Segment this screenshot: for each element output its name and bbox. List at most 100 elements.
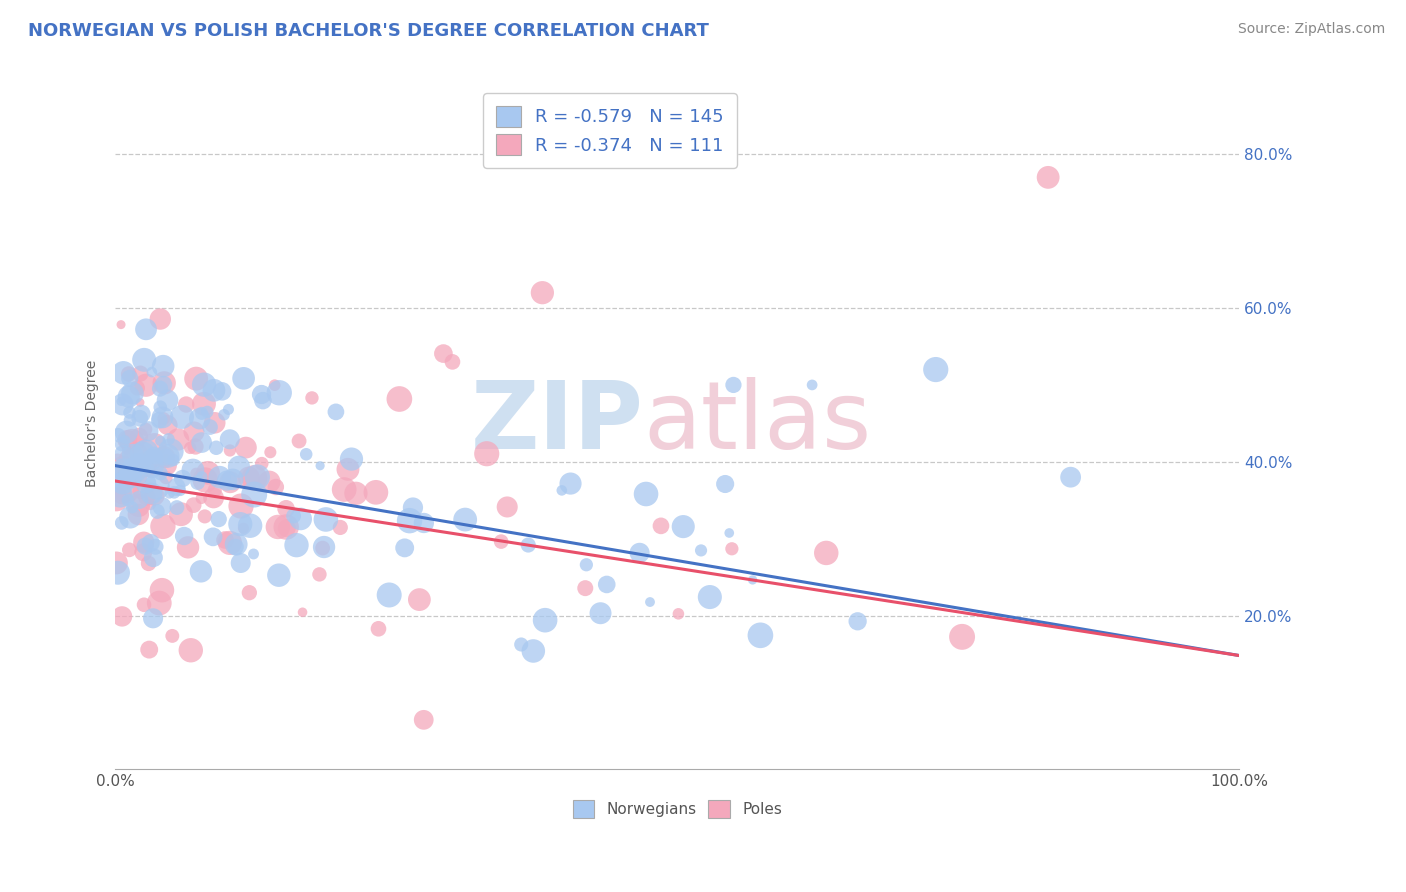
Point	[398, 514, 420, 528]
Point	[138, 462, 160, 476]
Point	[118, 542, 141, 557]
Point	[135, 378, 157, 392]
Point	[309, 458, 332, 473]
Point	[111, 609, 134, 624]
Point	[112, 448, 135, 462]
Point	[156, 449, 179, 463]
Point	[489, 534, 512, 549]
Point	[344, 486, 367, 500]
Point	[204, 416, 226, 430]
Point	[166, 480, 188, 494]
Point	[252, 393, 274, 408]
Point	[250, 387, 273, 401]
Point	[329, 520, 352, 534]
Point	[531, 285, 554, 300]
Point	[225, 540, 247, 554]
Point	[190, 406, 212, 420]
Point	[718, 526, 741, 541]
Point	[162, 453, 184, 467]
Point	[276, 520, 298, 534]
Point	[232, 371, 254, 385]
Point	[315, 512, 337, 526]
Point	[290, 512, 312, 526]
Point	[115, 425, 138, 440]
Point	[243, 471, 266, 485]
Point	[195, 405, 218, 419]
Point	[475, 447, 498, 461]
Point	[159, 486, 181, 500]
Point	[155, 450, 177, 464]
Point	[238, 470, 260, 484]
Point	[454, 512, 477, 526]
Point	[187, 475, 209, 490]
Point	[202, 530, 225, 544]
Point	[169, 483, 191, 498]
Point	[749, 628, 772, 642]
Point	[311, 541, 333, 555]
Point	[560, 476, 582, 491]
Point	[950, 630, 973, 644]
Text: NORWEGIAN VS POLISH BACHELOR'S DEGREE CORRELATION CHART: NORWEGIAN VS POLISH BACHELOR'S DEGREE CO…	[28, 22, 709, 40]
Point	[202, 384, 225, 398]
Point	[141, 452, 163, 467]
Point	[219, 475, 242, 490]
Point	[170, 507, 193, 521]
Point	[163, 485, 186, 500]
Point	[159, 444, 181, 458]
Point	[118, 413, 141, 427]
Point	[235, 441, 257, 455]
Point	[723, 378, 745, 392]
Point	[215, 474, 238, 488]
Point	[340, 452, 363, 467]
Point	[1036, 170, 1059, 185]
Point	[263, 378, 285, 392]
Point	[150, 500, 173, 514]
Point	[141, 486, 163, 500]
Y-axis label: Bachelor's Degree: Bachelor's Degree	[86, 359, 100, 487]
Point	[132, 598, 155, 612]
Point	[111, 437, 134, 451]
Point	[517, 538, 540, 552]
Point	[128, 411, 150, 425]
Point	[672, 519, 695, 533]
Point	[218, 432, 240, 446]
Point	[112, 434, 135, 449]
Point	[135, 490, 157, 504]
Point	[149, 312, 172, 326]
Point	[193, 377, 215, 392]
Point	[208, 512, 231, 526]
Point	[170, 409, 193, 424]
Point	[162, 629, 184, 643]
Point	[214, 533, 236, 547]
Point	[124, 464, 146, 478]
Point	[238, 585, 260, 599]
Point	[177, 541, 200, 555]
Point	[134, 352, 156, 367]
Point	[146, 480, 169, 494]
Point	[250, 457, 273, 471]
Point	[186, 371, 208, 385]
Point	[229, 517, 252, 532]
Point	[143, 489, 166, 503]
Point	[138, 424, 160, 438]
Point	[364, 485, 387, 500]
Point	[628, 546, 651, 560]
Point	[229, 499, 252, 513]
Point	[145, 540, 167, 554]
Point	[668, 607, 690, 621]
Point	[141, 365, 163, 379]
Point	[118, 405, 141, 419]
Point	[650, 519, 672, 533]
Point	[325, 405, 347, 419]
Point	[184, 440, 207, 454]
Point	[402, 500, 425, 515]
Point	[149, 434, 172, 448]
Point	[129, 367, 152, 381]
Point	[127, 469, 149, 483]
Point	[153, 376, 176, 390]
Point	[259, 445, 281, 459]
Point	[190, 564, 212, 578]
Point	[172, 471, 194, 485]
Point	[1059, 470, 1081, 484]
Point	[291, 605, 314, 619]
